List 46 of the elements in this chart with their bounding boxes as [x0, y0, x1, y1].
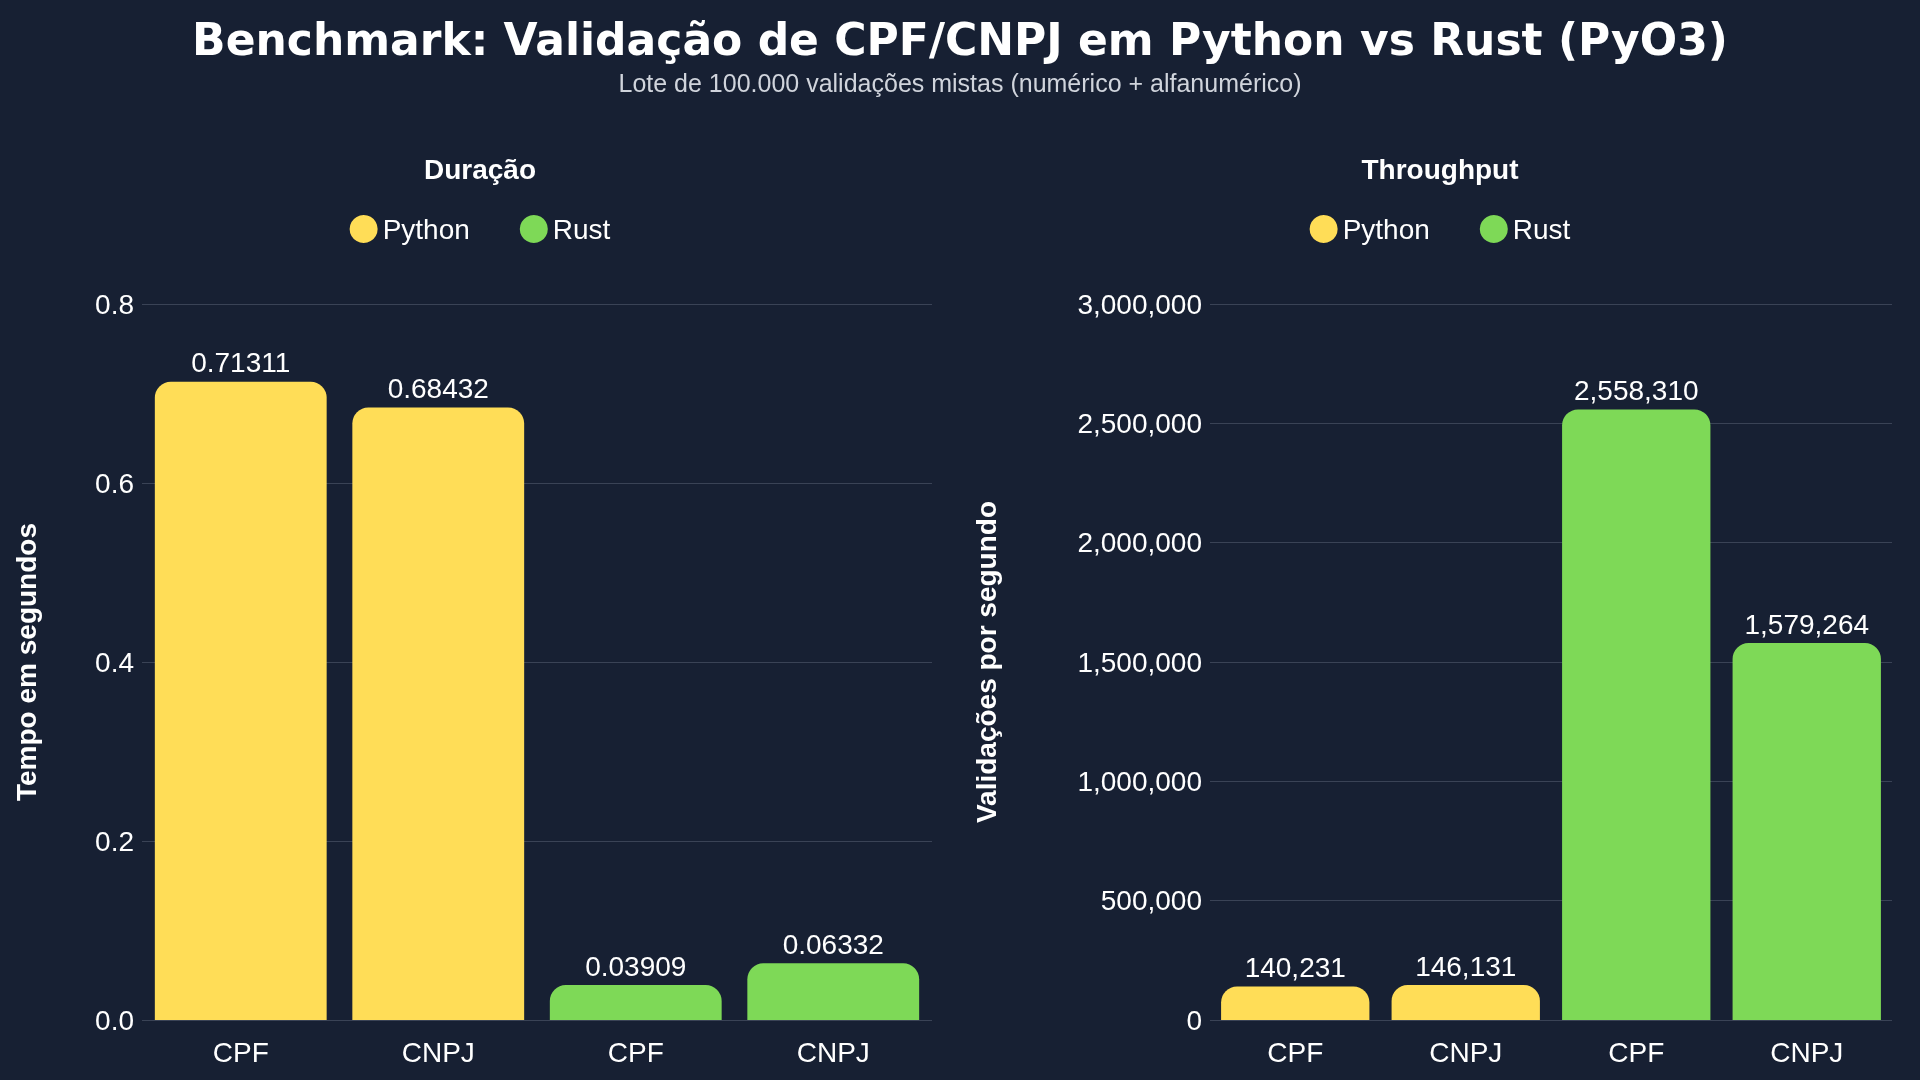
data-label: 0.03909 — [585, 950, 687, 982]
text: Lote de 100.000 validações mistas (numérico + alfanumérico) — [617, 69, 1303, 98]
x-tick-label: CNPJ — [401, 1036, 475, 1068]
bar — [1562, 409, 1711, 1020]
y-tick-label: 0.6 — [95, 467, 134, 499]
data-label: 1,579,264 — [1744, 608, 1870, 640]
legend-label: Python — [1342, 213, 1430, 245]
x-tick-label: CNPJ — [1429, 1036, 1503, 1068]
y-axis-title: Validações por segundo — [970, 500, 1002, 824]
bar — [1221, 986, 1370, 1020]
bar — [549, 985, 722, 1020]
x-tick-label: CNPJ — [1770, 1036, 1844, 1068]
x-tick-label: CPF — [1608, 1036, 1665, 1068]
x-tick-label: CPF — [607, 1036, 664, 1068]
y-axis-title: Tempo em segundos — [10, 523, 42, 801]
bar — [154, 381, 327, 1020]
y-tick-label: 1,000,000 — [1077, 765, 1202, 797]
x-tick-label: CPF — [1267, 1036, 1324, 1068]
chart-title: Throughput — [1361, 153, 1519, 185]
y-tick-label: 500,000 — [1100, 885, 1202, 917]
y-tick-label: 2,500,000 — [1077, 407, 1202, 439]
data-label: 2,558,310 — [1573, 374, 1699, 406]
y-tick-label: 0 — [1186, 1004, 1202, 1036]
data-label: 146,131 — [1415, 950, 1517, 982]
bar — [747, 963, 920, 1020]
legend-label: Rust — [1512, 213, 1571, 245]
data-label: 140,231 — [1244, 952, 1346, 984]
legend-label: Rust — [552, 213, 611, 245]
bar — [352, 407, 525, 1020]
y-tick-label: 0.2 — [95, 825, 134, 857]
legend-label: Python — [382, 213, 470, 245]
data-label: 0.71311 — [191, 347, 291, 379]
x-tick-label: CNPJ — [796, 1036, 870, 1068]
y-tick-label: 3,000,000 — [1077, 288, 1202, 320]
y-tick-label: 0.8 — [95, 288, 134, 320]
x-tick-label: CPF — [212, 1036, 269, 1068]
y-tick-label: 0.0 — [95, 1004, 134, 1036]
chart-title: Duração — [423, 153, 537, 185]
bar — [1732, 643, 1881, 1020]
y-tick-label: 2,000,000 — [1077, 527, 1202, 559]
data-label: 0.68432 — [387, 373, 489, 405]
data-label: 0.06332 — [782, 928, 884, 960]
y-tick-label: 0.4 — [95, 646, 134, 678]
text: Benchmark: Validação de CPF/CNPJ em Python vs Rust (PyO3) — [191, 14, 1729, 65]
y-tick-label: 1,500,000 — [1077, 646, 1202, 678]
bar — [1391, 985, 1540, 1020]
